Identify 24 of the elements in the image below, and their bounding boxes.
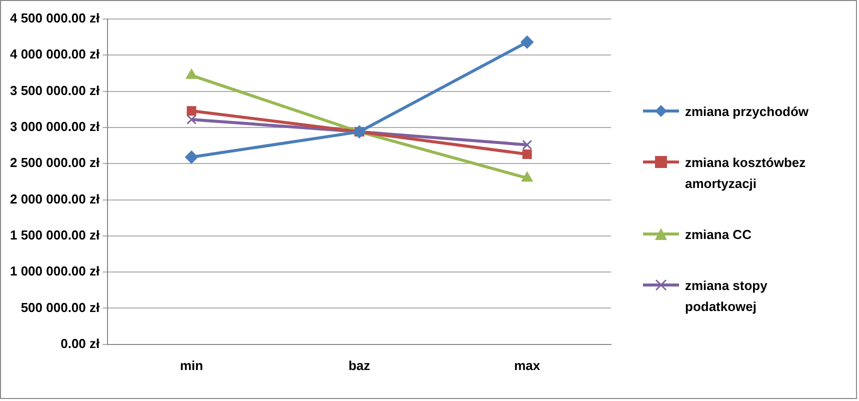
point — [520, 36, 534, 49]
y-tick-label: 4 500 000.00 zł — [10, 10, 100, 26]
legend-label: zmiana CC — [685, 226, 752, 244]
point — [521, 172, 533, 182]
x-tick-label: min — [180, 358, 204, 373]
legend-label: zmiana stopy podatkowej — [685, 277, 768, 316]
y-tick-label: 2 000 000.00 zł — [10, 191, 100, 206]
legend-label: zmiana przychodów — [685, 103, 809, 121]
x-tick-label: baz — [348, 358, 371, 373]
point — [522, 149, 532, 159]
y-tick-label: 0.00 zł — [60, 336, 100, 351]
point — [186, 106, 196, 116]
y-tick-label: 3 500 000.00 zł — [10, 82, 100, 98]
y-tick-label: 1 500 000.00 zł — [10, 228, 100, 243]
point — [522, 140, 532, 150]
y-tick-label: 2 500 000.00 zł — [10, 155, 100, 170]
y-tick-label: 4 000 000.00 zł — [10, 46, 100, 62]
x-tick-label: max — [514, 358, 541, 373]
y-tick-label: 1 000 000.00 zł — [10, 264, 100, 279]
y-tick-label: 3 000 000.00 zł — [10, 119, 100, 134]
y-tick-label: 500 000.00 zł — [20, 300, 100, 315]
point — [185, 150, 198, 164]
point — [186, 114, 197, 125]
legend-label: zmiana kosztówbez amortyzacji — [685, 154, 807, 193]
